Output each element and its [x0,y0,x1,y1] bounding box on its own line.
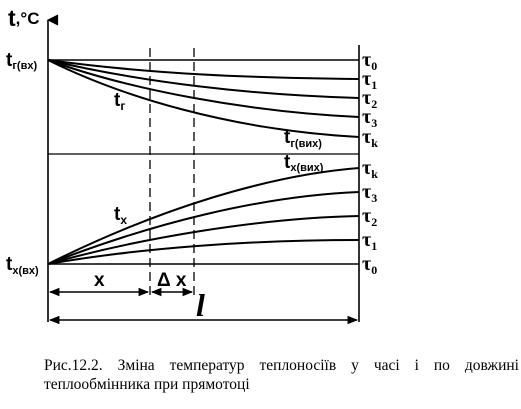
cold-curve-tau1 [47,239,360,265]
cold-curve-tau3 [47,191,360,265]
hot-outlet-label: tг(вих) [284,127,322,150]
length-label: l [196,287,205,323]
hot-curve-tau2 [47,59,360,99]
hot-tau-2-label: τ2 [362,87,377,111]
hot-curve-tau3 [47,59,360,118]
cold-tau-k-label: τk [362,157,378,181]
hot-tau-1-label: τ1 [362,68,377,92]
hot-tau-3-label: τ3 [362,106,377,130]
dx-label: Δ x [157,270,187,291]
hot-tau-k-label: τk [362,126,378,150]
hot-curve-tau1 [47,59,360,80]
cold-tau-1-label: τ1 [362,229,377,253]
cold-curve-tauk [47,167,360,265]
cold-tau-0-label: τ0 [362,253,377,277]
hot-curve-tauk [47,59,360,138]
y-axis-label: t,°C [8,5,39,31]
cold-curve-tau2 [47,215,360,265]
cold-curves [47,167,360,265]
hot-tau-0-label: τ0 [362,49,377,73]
cold-inlet-label: tх(вх) [6,254,39,277]
hot-curves [47,59,360,138]
cold-curve-label: tх [114,204,127,227]
cold-tau-2-label: τ2 [362,205,377,229]
x-label: x [94,270,105,291]
hot-curve-label: tг [114,90,125,113]
figure-caption: Рис.12.2. Зміна температур теплоносіїв у… [44,357,519,393]
cold-outlet-label: tх(вих) [284,152,324,174]
cold-tau-3-label: τ3 [362,181,377,205]
hot-inlet-label: tг(вх) [6,50,37,72]
